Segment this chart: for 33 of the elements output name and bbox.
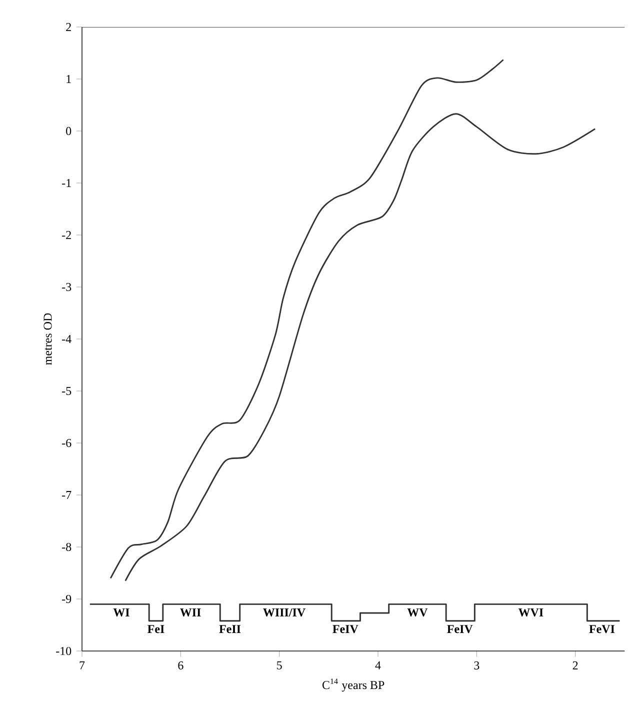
y-axis-title: metres OD <box>44 313 52 365</box>
x-tick-label: 6 <box>178 661 184 670</box>
annotation: WIII/IV <box>263 608 306 617</box>
y-tick-label: -1 <box>62 179 71 187</box>
annotation: WV <box>407 608 428 617</box>
annotation: WI <box>113 608 130 617</box>
y-tick-label: -4 <box>62 335 72 343</box>
line-series <box>110 59 504 579</box>
x-tick-label: 2 <box>572 661 578 670</box>
y-tick-label: -7 <box>62 491 72 499</box>
x-axis-title: C$^{14}$ years BP <box>322 678 384 692</box>
y-tick-label: 1 <box>66 75 71 83</box>
x-tick-label: 7 <box>80 661 85 670</box>
annotation: WVI <box>518 608 544 617</box>
annotation: FeIV <box>447 625 473 634</box>
line-series <box>124 113 596 582</box>
annotation: FeII <box>219 625 241 634</box>
y-tick-label: 2 <box>66 23 71 31</box>
y-tick-label: -9 <box>62 594 72 604</box>
annotation: WII <box>180 608 201 617</box>
y-tick-label: 0 <box>66 126 72 136</box>
y-tick-label: -10 <box>56 646 72 656</box>
x-tick-label: 5 <box>277 661 282 670</box>
y-tick-label: -3 <box>62 282 72 292</box>
y-tick-label: -6 <box>62 438 72 448</box>
y-tick-label: -8 <box>62 542 72 552</box>
annotation: FeVI <box>589 625 615 634</box>
annotation: FeIV <box>332 625 358 634</box>
x-tick-label: 4 <box>375 661 381 670</box>
y-tick-label: -2 <box>62 231 71 239</box>
annotation: FeI <box>148 625 164 634</box>
y-tick-label: -5 <box>62 387 72 395</box>
x-tick-label: 3 <box>474 661 480 670</box>
